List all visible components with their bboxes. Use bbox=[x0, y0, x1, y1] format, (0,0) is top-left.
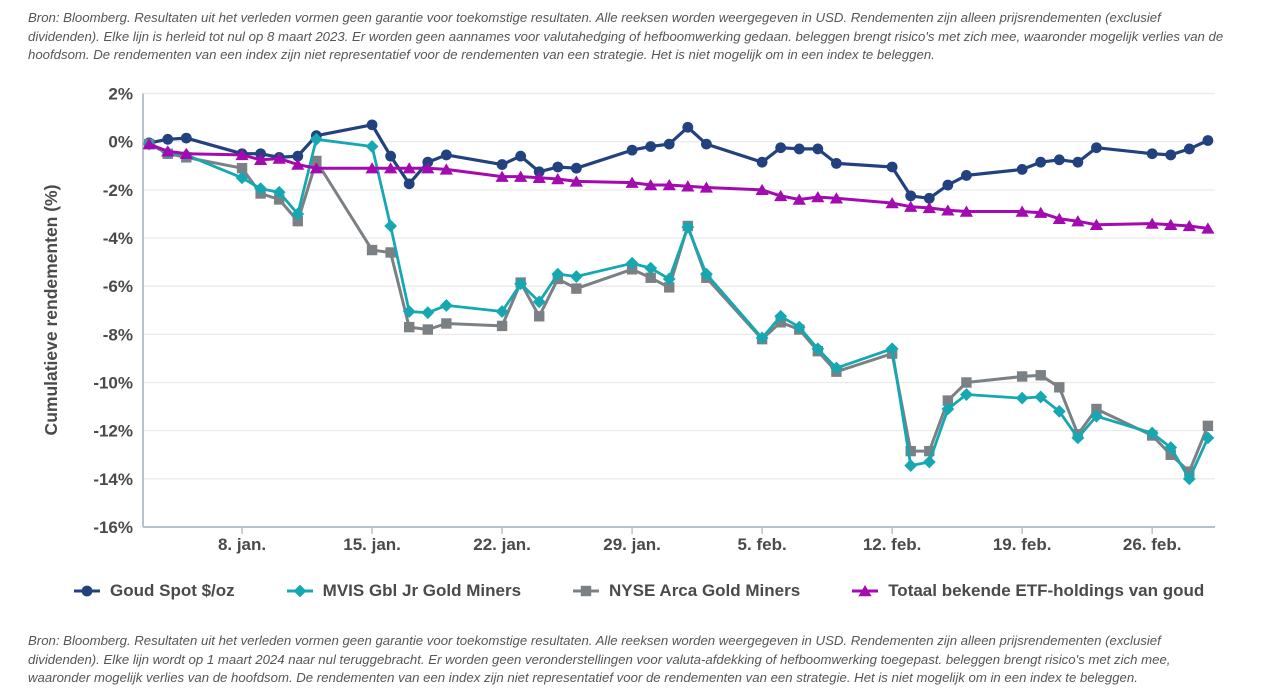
legend-item-goud-spot: Goud Spot $/oz bbox=[72, 581, 235, 601]
chart-canvas: Cumulatieve rendementen (%) 2% 0% -2% -4% -6… bbox=[41, 85, 1215, 554]
y-tick-label: -14% bbox=[93, 470, 133, 489]
top-disclaimer-text: Bron: Bloomberg. Resultaten uit het verl… bbox=[28, 10, 1224, 63]
legend-label-mvis: MVIS Gbl Jr Gold Miners bbox=[322, 581, 522, 600]
x-tick-label: 22. jan. bbox=[473, 535, 531, 554]
y-tick-label: -10% bbox=[93, 374, 133, 393]
circle-marker-icon bbox=[74, 585, 100, 597]
x-tick-label: 15. jan. bbox=[343, 535, 401, 554]
x-tick-label: 26. feb. bbox=[1123, 535, 1182, 554]
y-tick-label: -2% bbox=[103, 181, 133, 200]
series-totaal-bekende-etf-holdings-van-goud bbox=[142, 138, 1215, 234]
legend-label-goud-spot: Goud Spot $/oz bbox=[110, 581, 235, 600]
top-disclaimer-block: Bron: Bloomberg. Resultaten uit het verl… bbox=[0, 0, 1264, 75]
y-tick-label: -8% bbox=[103, 325, 133, 344]
y-tick-label: 0% bbox=[108, 133, 133, 152]
chart-legend: Goud Spot $/oz MVIS Gbl Jr Gold Miners N… bbox=[72, 577, 1264, 605]
y-tick-label: -6% bbox=[103, 277, 133, 296]
x-tick-label: 29. jan. bbox=[603, 535, 661, 554]
y-tick-label: 2% bbox=[108, 85, 133, 104]
legend-label-nyse-arca: NYSE Arca Gold Miners bbox=[609, 581, 801, 600]
square-marker-icon bbox=[573, 585, 600, 597]
legend-item-mvis: MVIS Gbl Jr Gold Miners bbox=[285, 581, 521, 601]
y-tick-label: -12% bbox=[93, 422, 133, 441]
series-mvis-gbl-jr-gold-miners bbox=[142, 132, 1215, 486]
legend-item-etf-holdings: Totaal bekende ETF-holdings van goud bbox=[850, 581, 1204, 601]
y-tick-label: -4% bbox=[103, 229, 133, 248]
x-tick-label: 12. feb. bbox=[863, 535, 922, 554]
legend-label-etf-holdings: Totaal bekende ETF-holdings van goud bbox=[888, 581, 1205, 600]
diamond-marker-icon bbox=[286, 584, 313, 598]
data-series bbox=[142, 119, 1215, 486]
legend-item-nyse-arca: NYSE Arca Gold Miners bbox=[571, 581, 800, 601]
axes bbox=[142, 93, 1215, 534]
axis-tick-labels: 2% 0% -2% -4% -6% -8% -10% -12% -14% -16% 8. jan. 1… bbox=[93, 85, 1181, 554]
x-tick-label: 5. feb. bbox=[738, 535, 787, 554]
x-tick-label: 8. jan. bbox=[218, 535, 266, 554]
y-axis-title: Cumulatieve rendementen (%) bbox=[41, 185, 61, 436]
bottom-disclaimer-block: Bron: Bloomberg. Resultaten uit het verl… bbox=[0, 632, 1264, 688]
x-tick-label: 19. feb. bbox=[993, 535, 1052, 554]
y-tick-label: -16% bbox=[93, 518, 133, 537]
bottom-disclaimer-text: Bron: Bloomberg. Resultaten uit het verl… bbox=[28, 633, 1171, 686]
triangle-marker-icon bbox=[852, 585, 879, 597]
